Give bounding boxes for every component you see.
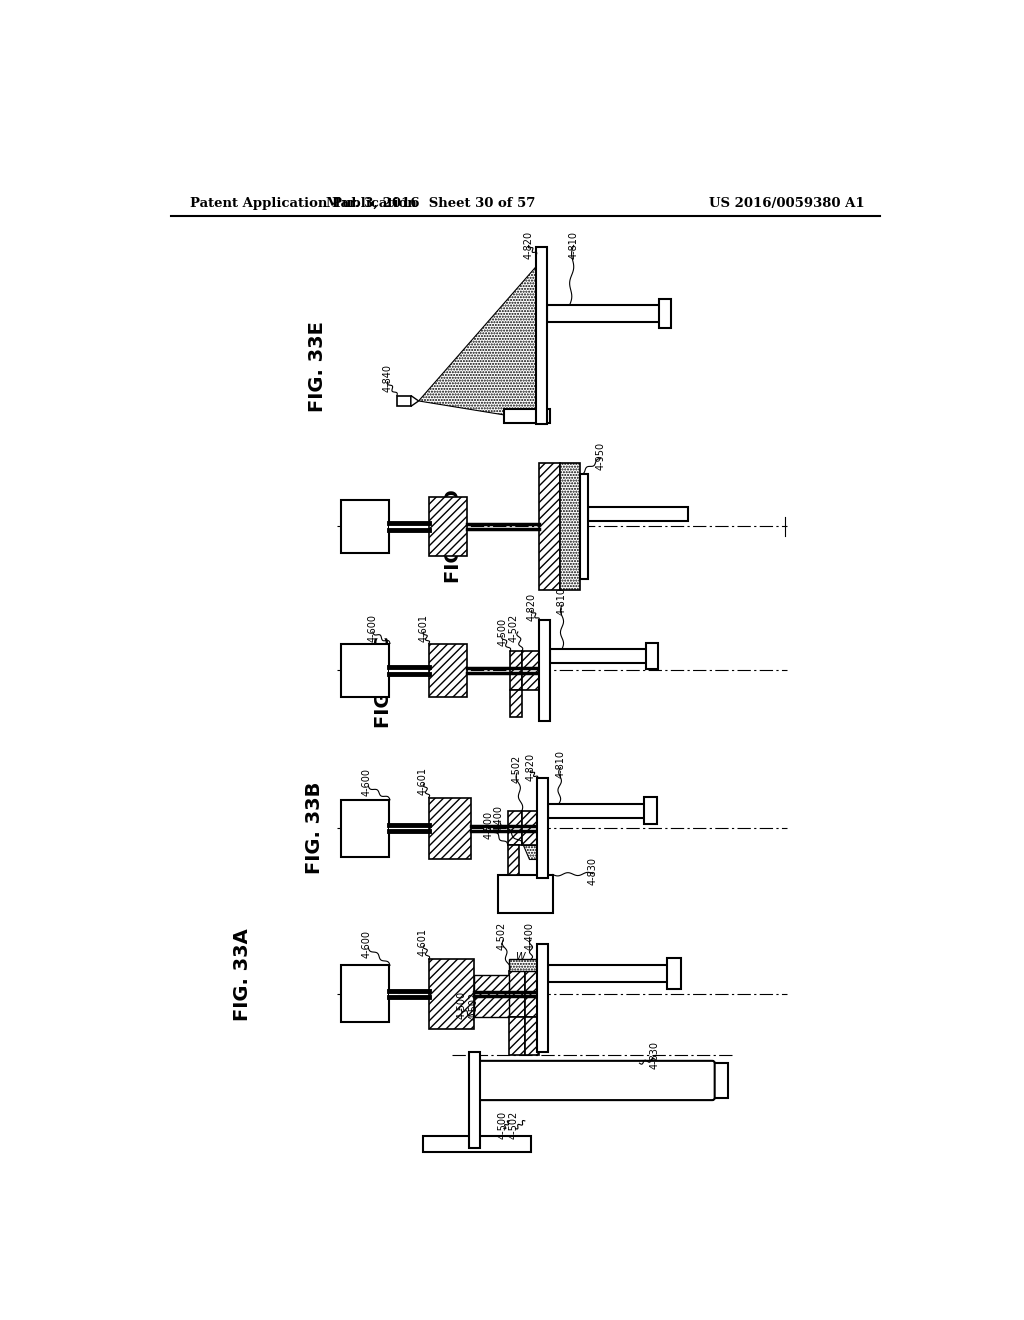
Text: FIG. 33D: FIG. 33D [444, 488, 463, 582]
Text: 4-500: 4-500 [457, 991, 466, 1019]
Text: US 2016/0059380 A1: US 2016/0059380 A1 [710, 197, 865, 210]
Bar [539, 620, 550, 721]
Text: 4-810: 4-810 [557, 587, 567, 615]
Text: 4-502: 4-502 [469, 991, 478, 1019]
Bar [508, 845, 519, 875]
Bar [480, 1063, 728, 1098]
Bar [521, 812, 539, 845]
Text: 4-600: 4-600 [361, 768, 372, 796]
Text: 4-601: 4-601 [418, 767, 427, 795]
Bar [389, 524, 429, 529]
Text: 4-600: 4-600 [368, 614, 378, 642]
Text: FIG. 33E: FIG. 33E [308, 321, 328, 412]
Bar [658, 298, 672, 327]
Bar [429, 644, 467, 697]
Text: 4-820: 4-820 [525, 752, 536, 780]
Bar [499, 875, 553, 913]
Text: Patent Application Publication: Patent Application Publication [190, 197, 417, 210]
Bar [644, 797, 656, 825]
Bar [509, 970, 524, 1016]
Text: 4-502: 4-502 [509, 614, 519, 643]
Bar [341, 499, 389, 553]
Bar [580, 474, 588, 579]
Bar [538, 779, 548, 878]
Bar [646, 643, 658, 669]
Text: 4-830: 4-830 [650, 1041, 660, 1069]
Bar [341, 965, 389, 1022]
Text: 4-601: 4-601 [419, 614, 429, 642]
Bar [537, 247, 547, 424]
Text: 4-950: 4-950 [596, 442, 606, 470]
Bar [508, 812, 521, 845]
Bar [429, 960, 474, 1028]
Bar [588, 507, 688, 521]
Polygon shape [523, 845, 538, 859]
Bar [560, 463, 580, 590]
Bar [510, 651, 521, 689]
Bar [548, 965, 672, 982]
Bar [474, 974, 509, 1016]
Text: 4-810: 4-810 [568, 231, 579, 260]
Text: 4-400: 4-400 [524, 923, 535, 950]
Polygon shape [411, 396, 419, 407]
Bar [341, 644, 389, 697]
Text: 4-500: 4-500 [498, 1110, 507, 1139]
Bar [509, 1016, 524, 1056]
Text: 4-500: 4-500 [483, 810, 494, 838]
Bar [429, 797, 471, 859]
Bar [510, 689, 521, 717]
Text: 4-500: 4-500 [498, 618, 507, 645]
Text: FIG. 33C: FIG. 33C [374, 636, 393, 729]
Bar [667, 958, 681, 989]
Bar [521, 651, 541, 689]
Text: Mar. 3, 2016  Sheet 30 of 57: Mar. 3, 2016 Sheet 30 of 57 [326, 197, 535, 210]
Polygon shape [419, 267, 537, 420]
Bar [547, 305, 664, 322]
Bar [389, 668, 429, 673]
Text: 4-502: 4-502 [497, 921, 507, 950]
Bar [539, 463, 560, 590]
Bar [504, 409, 550, 422]
Text: 4-830: 4-830 [588, 857, 598, 884]
Text: 4-601: 4-601 [418, 928, 427, 956]
Text: 4-840: 4-840 [383, 364, 392, 392]
Text: 4-600: 4-600 [361, 929, 372, 958]
Text: FIG. 33B: FIG. 33B [304, 783, 324, 874]
Bar [389, 991, 429, 997]
Bar [429, 498, 467, 556]
Text: 4-820: 4-820 [526, 593, 537, 620]
Text: W: W [515, 952, 524, 962]
Text: 4-502: 4-502 [509, 1110, 519, 1139]
Bar [423, 1137, 531, 1151]
Text: 4-502: 4-502 [512, 755, 522, 783]
Bar [509, 960, 541, 970]
Bar [550, 649, 650, 663]
Text: 4-810: 4-810 [555, 750, 565, 777]
Bar [341, 800, 389, 857]
Text: 4-400: 4-400 [494, 805, 504, 833]
Text: FIG. 33A: FIG. 33A [233, 928, 252, 1020]
Bar [548, 804, 649, 817]
Bar [469, 1052, 480, 1148]
Bar [524, 1016, 539, 1056]
Bar [397, 396, 411, 407]
FancyBboxPatch shape [477, 1061, 715, 1100]
Bar [389, 825, 429, 832]
Bar [538, 944, 548, 1052]
Bar [524, 970, 539, 1016]
Text: 4-820: 4-820 [523, 231, 534, 260]
